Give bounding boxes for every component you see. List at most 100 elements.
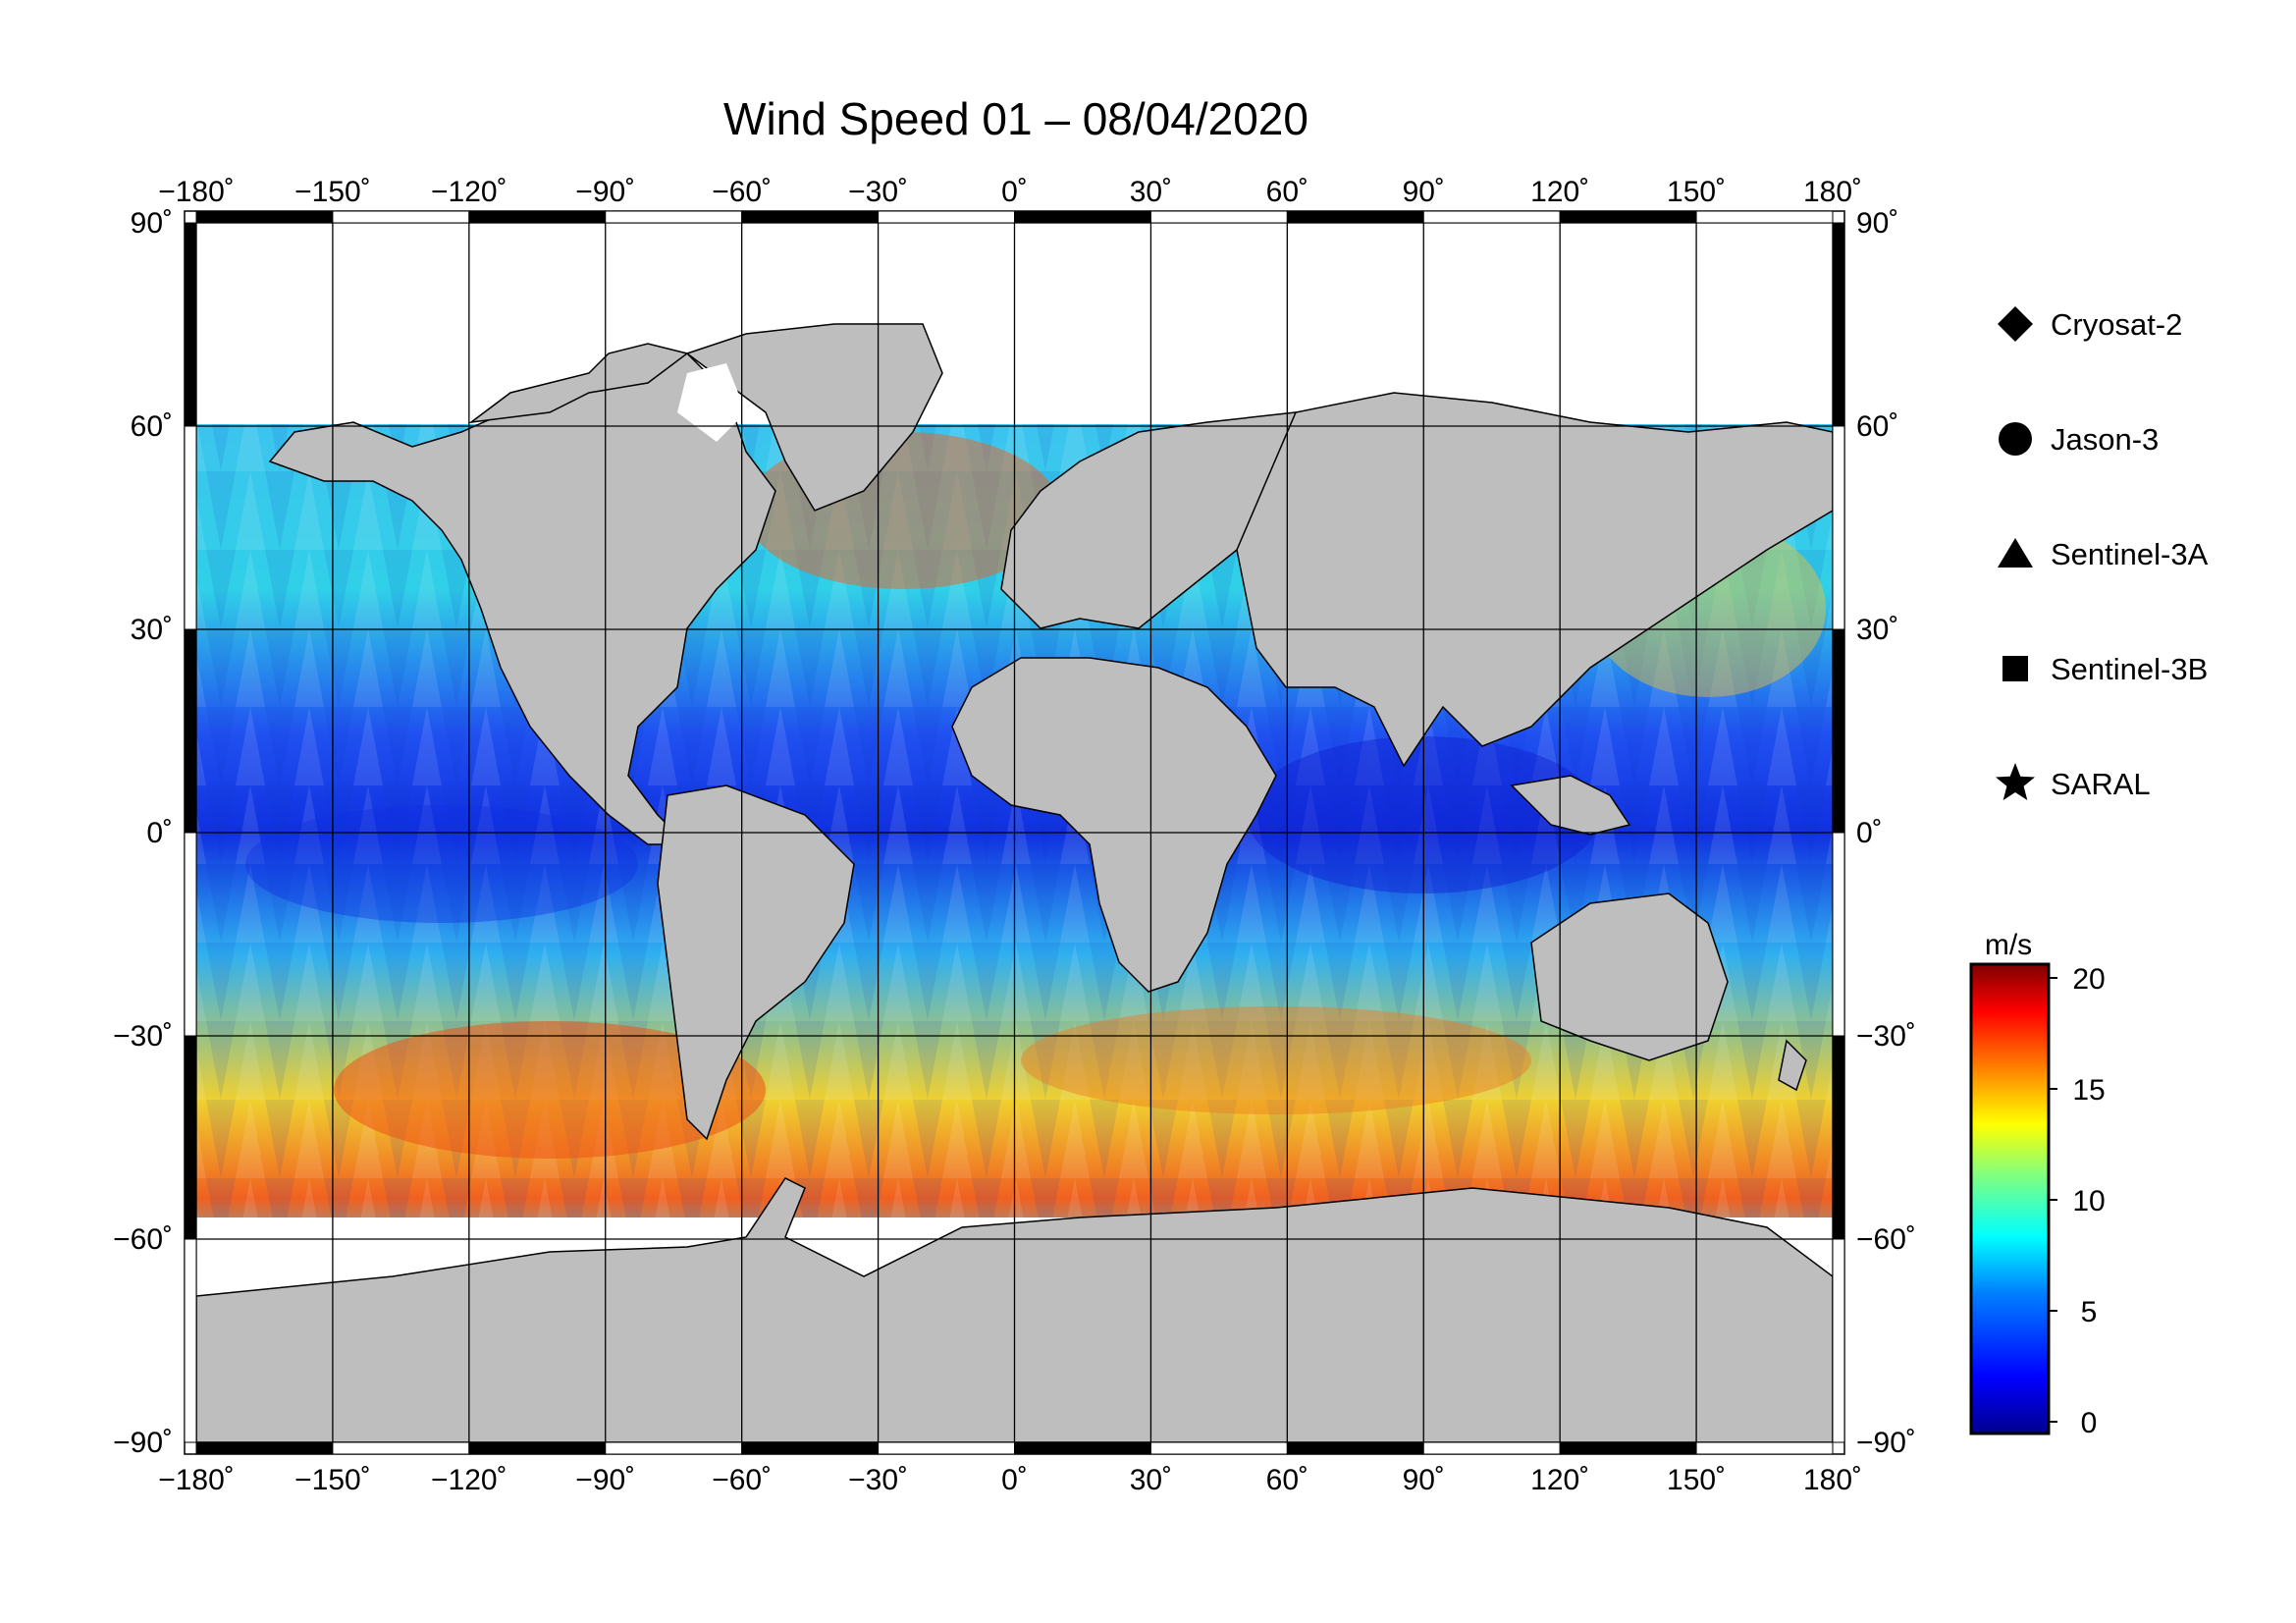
frame-segment-top — [468, 210, 607, 224]
legend-item: Sentinel-3A — [1998, 537, 2209, 571]
frame-segment-left — [184, 628, 197, 834]
land-new-zealand — [1778, 1039, 1807, 1092]
legend-item: SARAL — [1996, 763, 2151, 801]
land-asia — [1236, 392, 1833, 768]
lon-tick-label-bottom: −60˚ — [712, 1464, 772, 1496]
colorbar-tick-label: 20 — [2072, 963, 2105, 996]
colorbar-gradient — [1969, 962, 2051, 1435]
lat-tick-label-right: −30˚ — [1856, 1020, 1916, 1053]
frame-segment-left — [184, 1238, 197, 1443]
frame-segment-top — [1149, 210, 1288, 224]
square-icon — [2002, 656, 2028, 681]
frame-segment-top — [1695, 210, 1834, 224]
lon-tick-label-top: −30˚ — [848, 176, 908, 208]
storm-zone-south-pacific — [334, 1021, 766, 1159]
colorbar: m/s 20 15 10 5 0 — [1969, 929, 2106, 1439]
lon-tick-label-bottom: 30˚ — [1130, 1464, 1172, 1496]
lat-tick-label-right: 0˚ — [1856, 817, 1883, 849]
lon-tick-label-top: 180˚ — [1803, 176, 1862, 208]
frame-segment-left — [184, 222, 197, 427]
diamond-icon — [1998, 306, 2033, 342]
frame-segment-top — [1559, 210, 1697, 224]
longitude-labels-top: −180˚ −150˚ −120˚ −90˚ −60˚ −30˚ 0˚ 30˚ 60˚ 90˚ 12… — [158, 176, 1862, 208]
triangle-icon — [1998, 538, 2033, 568]
lat-tick-label-left: 60˚ — [131, 410, 173, 443]
lon-tick-label-top: 60˚ — [1266, 176, 1308, 208]
frame-segment-top — [1286, 210, 1424, 224]
colorbar-tick-label: 5 — [2081, 1296, 2098, 1328]
frame-segment-right — [1832, 1238, 1845, 1443]
lat-tick-label-left: −90˚ — [113, 1427, 173, 1459]
lat-tick-label-left: 0˚ — [146, 817, 173, 849]
frame-segment-right — [1832, 832, 1845, 1037]
frame-segment-bottom — [1422, 1441, 1561, 1455]
lon-tick-label-top: 90˚ — [1403, 176, 1445, 208]
lon-tick-label-top: 30˚ — [1130, 176, 1172, 208]
lat-tick-label-left: −60˚ — [113, 1223, 173, 1256]
frame-segment-top — [605, 210, 743, 224]
lon-tick-label-bottom: −30˚ — [848, 1464, 908, 1496]
lat-tick-label-right: 90˚ — [1856, 207, 1898, 240]
frame-segment-top — [195, 210, 334, 224]
lat-tick-label-right: −90˚ — [1856, 1427, 1916, 1459]
colorbar-tick-label: 0 — [2081, 1407, 2098, 1439]
land-southeast-asia — [1510, 775, 1631, 836]
legend-item: Cryosat-2 — [1998, 306, 2182, 342]
legend-item: Jason-3 — [1999, 422, 2159, 457]
lat-tick-label-left: −30˚ — [113, 1020, 173, 1053]
frame-segment-right — [1832, 1035, 1845, 1240]
frame-segment-top — [741, 210, 880, 224]
frame-segment-bottom — [1695, 1441, 1834, 1455]
lat-tick-label-right: 60˚ — [1856, 410, 1898, 443]
legend-label: Sentinel-3B — [2051, 652, 2208, 686]
frame-segment-top — [332, 210, 470, 224]
frame-segment-top — [878, 210, 1015, 224]
lon-tick-label-top: 150˚ — [1667, 176, 1726, 208]
legend-item: Sentinel-3B — [2002, 652, 2208, 686]
lat-tick-label-left: 30˚ — [131, 614, 173, 646]
latitude-labels-left: 90˚ 60˚ 30˚ 0˚ −30˚ −60˚ −90˚ — [113, 207, 173, 1459]
chart-title: Wind Speed 01 – 08/04/2020 — [723, 93, 1308, 144]
map-frame — [184, 210, 1845, 1455]
frame-segment-right — [1832, 425, 1845, 630]
frame-segment-bottom — [468, 1441, 607, 1455]
lon-tick-label-bottom: 150˚ — [1667, 1464, 1726, 1496]
frame-segment-bottom — [605, 1441, 743, 1455]
lon-tick-label-bottom: −120˚ — [431, 1464, 507, 1496]
lon-tick-label-top: −150˚ — [294, 176, 371, 208]
land-africa — [951, 657, 1277, 993]
satellite-legend: Cryosat-2 Jason-3 Sentinel-3A Sentinel-3B SA… — [1996, 306, 2209, 801]
lon-tick-label-bottom: −180˚ — [158, 1464, 235, 1496]
frame-segment-bottom — [332, 1441, 470, 1455]
greenland-ice — [677, 363, 746, 442]
legend-label: Jason-3 — [2051, 422, 2159, 457]
frame-segment-top — [1014, 210, 1151, 224]
frame-segment-right — [1832, 222, 1845, 427]
frame-segment-top — [1422, 210, 1561, 224]
colorbar-ticks: 20 15 10 5 0 — [2049, 963, 2106, 1439]
circle-icon — [1999, 422, 2032, 456]
frame-segment-bottom — [878, 1441, 1015, 1455]
frame-segment-bottom — [1559, 1441, 1697, 1455]
legend-label: SARAL — [2051, 767, 2151, 801]
lon-tick-label-top: −180˚ — [158, 176, 235, 208]
colorbar-tick-label: 15 — [2072, 1074, 2105, 1107]
frame-segment-bottom — [1286, 1441, 1424, 1455]
frame-segment-bottom — [1149, 1441, 1288, 1455]
colorbar-tick-label: 10 — [2072, 1185, 2105, 1217]
lon-tick-label-bottom: 90˚ — [1403, 1464, 1445, 1496]
frame-segment-left — [184, 425, 197, 630]
lon-tick-label-bottom: 120˚ — [1530, 1464, 1589, 1496]
lon-tick-label-top: −60˚ — [712, 176, 772, 208]
lon-tick-label-top: 0˚ — [1001, 176, 1028, 208]
latitude-labels-right: 90˚ 60˚ 30˚ 0˚ −30˚ −60˚ −90˚ — [1856, 207, 1916, 1459]
lon-tick-label-top: −120˚ — [431, 176, 507, 208]
lon-tick-label-bottom: −150˚ — [294, 1464, 371, 1496]
lon-tick-label-top: 120˚ — [1530, 176, 1589, 208]
land-canadian-arctic — [468, 343, 689, 424]
star-icon — [1996, 763, 2035, 800]
frame-segment-left — [184, 832, 197, 1037]
colorbar-unit: m/s — [1985, 929, 2032, 961]
land-australia — [1530, 893, 1729, 1061]
frame-segment-bottom — [195, 1441, 334, 1455]
